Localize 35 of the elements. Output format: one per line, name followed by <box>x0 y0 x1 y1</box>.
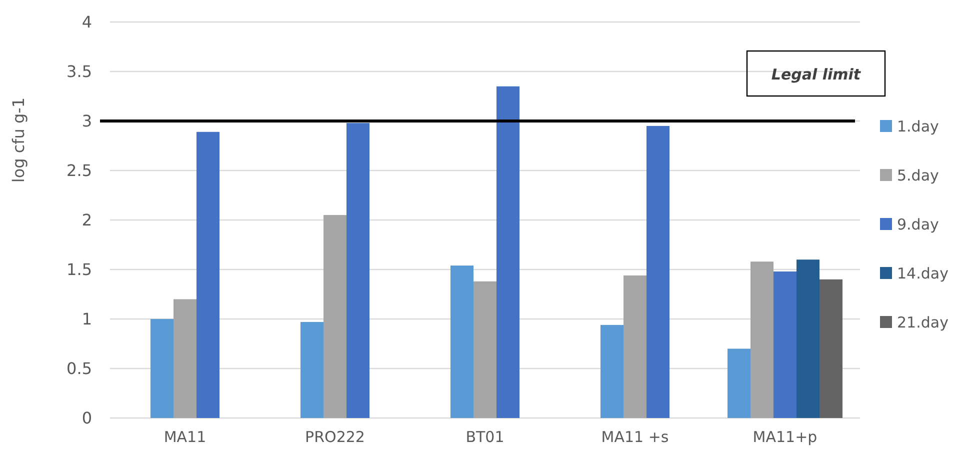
bar <box>324 215 346 418</box>
bar <box>174 299 196 418</box>
y-tick-label: 1 <box>82 310 92 329</box>
bar <box>346 122 370 418</box>
bar <box>646 126 670 418</box>
y-tick-label: 0 <box>82 408 92 428</box>
bar <box>196 132 220 418</box>
legend-label: 14.day <box>897 264 949 282</box>
bar <box>796 260 820 418</box>
legend-label: 9.day <box>897 215 940 234</box>
x-tick-label: PRO222 <box>305 428 365 446</box>
bar <box>450 266 474 418</box>
x-tick-label: BT01 <box>466 428 504 446</box>
bar <box>820 279 842 418</box>
bar <box>600 324 624 418</box>
bar <box>300 322 324 418</box>
x-tick-label: MA11 +s <box>601 428 669 446</box>
y-tick-label: 4 <box>82 12 92 32</box>
y-tick-label: 3.5 <box>66 62 92 82</box>
x-tick-label: MA11 <box>164 428 206 446</box>
x-tick-label: MA11+p <box>752 428 818 446</box>
y-tick-label: 2 <box>82 210 92 230</box>
y-tick-label: 2.5 <box>66 161 92 180</box>
bar <box>150 319 174 418</box>
y-tick-label: 0.5 <box>66 359 92 378</box>
legend-label: 5.day <box>897 166 940 184</box>
legend-label: 1.day <box>897 117 940 136</box>
ref-line-label: Legal limit <box>771 65 862 84</box>
bar <box>624 275 646 418</box>
y-tick-label: 1.5 <box>66 260 92 280</box>
bar <box>496 86 520 418</box>
y-axis-title: log cfu g-1 <box>9 97 28 183</box>
legend-label: 21.day <box>897 313 949 332</box>
bar <box>474 281 496 418</box>
y-tick-label: 3 <box>82 112 92 131</box>
